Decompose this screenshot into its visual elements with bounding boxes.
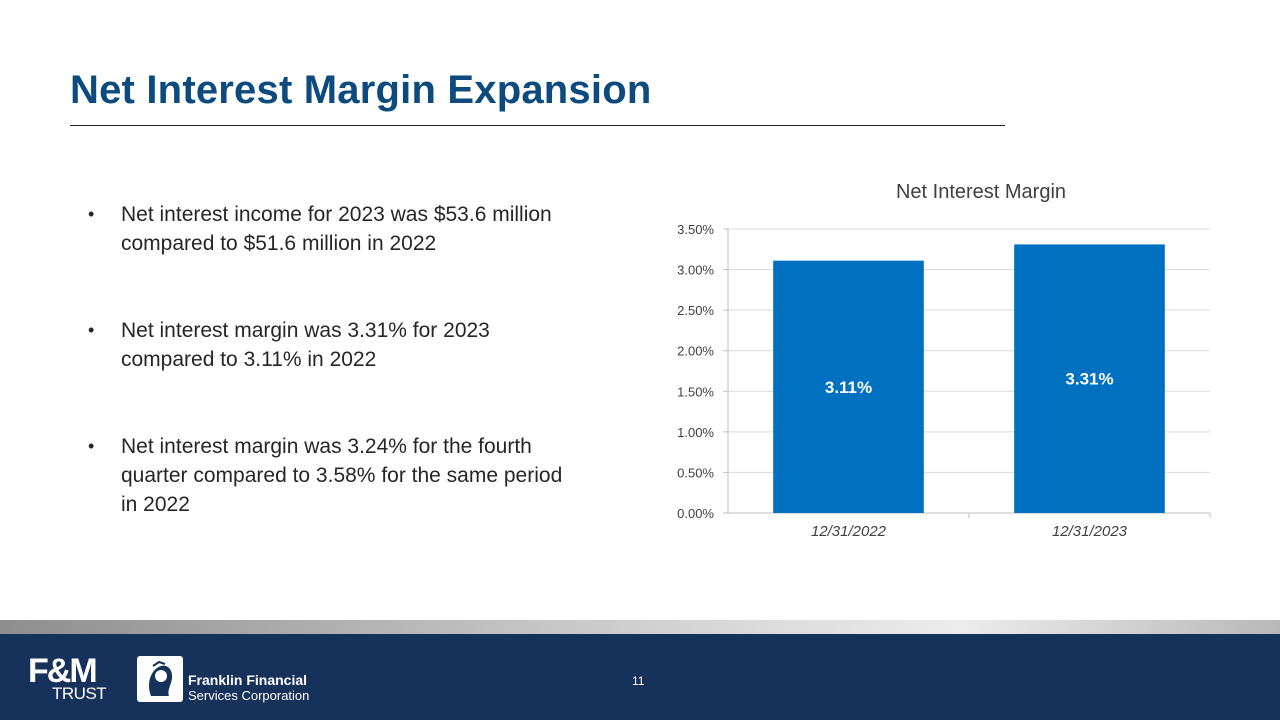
fm-logo-mark: F&M [28, 652, 98, 690]
page-number: 11 [632, 674, 645, 688]
ffsc-name-line2: Services Corporation [188, 688, 310, 703]
bar-data-label: 3.11% [825, 378, 872, 397]
y-tick-label: 3.00% [677, 263, 714, 278]
y-tick-label: 1.50% [677, 384, 714, 399]
y-tick-label: 2.00% [677, 344, 714, 359]
x-tick-label: 12/31/2022 [811, 523, 887, 540]
bar-2 [1014, 244, 1165, 513]
bullet-text: Net interest margin was 3.31% for 2023 c… [121, 319, 490, 371]
ffsc-logo-text: Franklin Financial Services Corporation [188, 672, 309, 704]
bullet-dot: • [88, 320, 95, 340]
y-tick-label: 3.50% [677, 222, 714, 237]
bullet-item: • Net interest income for 2023 was $53.6… [86, 200, 576, 258]
title-underline [70, 125, 1005, 126]
y-tick-label: 1.00% [677, 425, 714, 440]
franklin-portrait-icon [149, 660, 173, 696]
footer: F&M TRUST Franklin Financial Services Co… [0, 634, 1280, 720]
chart-title: Net Interest Margin [896, 181, 1066, 203]
y-tick-label: 0.00% [677, 506, 714, 521]
ffsc-seal-icon [137, 656, 183, 702]
footer-divider-band [0, 620, 1280, 634]
fm-trust-logo: F&M TRUST [28, 654, 112, 706]
bullet-text: Net interest income for 2023 was $53.6 m… [121, 203, 552, 255]
net-interest-margin-chart: Net Interest Margin 0.00% 0.50% 1.00% 1.50% 2… [677, 181, 1211, 540]
bullet-dot: • [88, 204, 95, 224]
bullet-item: • Net interest margin was 3.31% for 2023… [86, 316, 576, 374]
y-tick-label: 2.50% [677, 303, 714, 318]
bar-data-label: 3.31% [1065, 370, 1113, 389]
y-tick-label: 0.50% [677, 465, 714, 480]
bullet-item: • Net interest margin was 3.24% for the … [86, 432, 576, 519]
bar-1 [773, 260, 924, 513]
bullet-text: Net interest margin was 3.24% for the fo… [121, 435, 563, 516]
ffsc-name-line1: Franklin Financial [188, 672, 308, 688]
bullet-list: • Net interest income for 2023 was $53.6… [86, 200, 576, 577]
bullet-dot: • [88, 436, 95, 456]
fm-logo-trust: TRUST [52, 684, 107, 703]
slide-title: Net Interest Margin Expansion [70, 68, 652, 112]
x-tick-label: 12/31/2023 [1052, 523, 1128, 540]
